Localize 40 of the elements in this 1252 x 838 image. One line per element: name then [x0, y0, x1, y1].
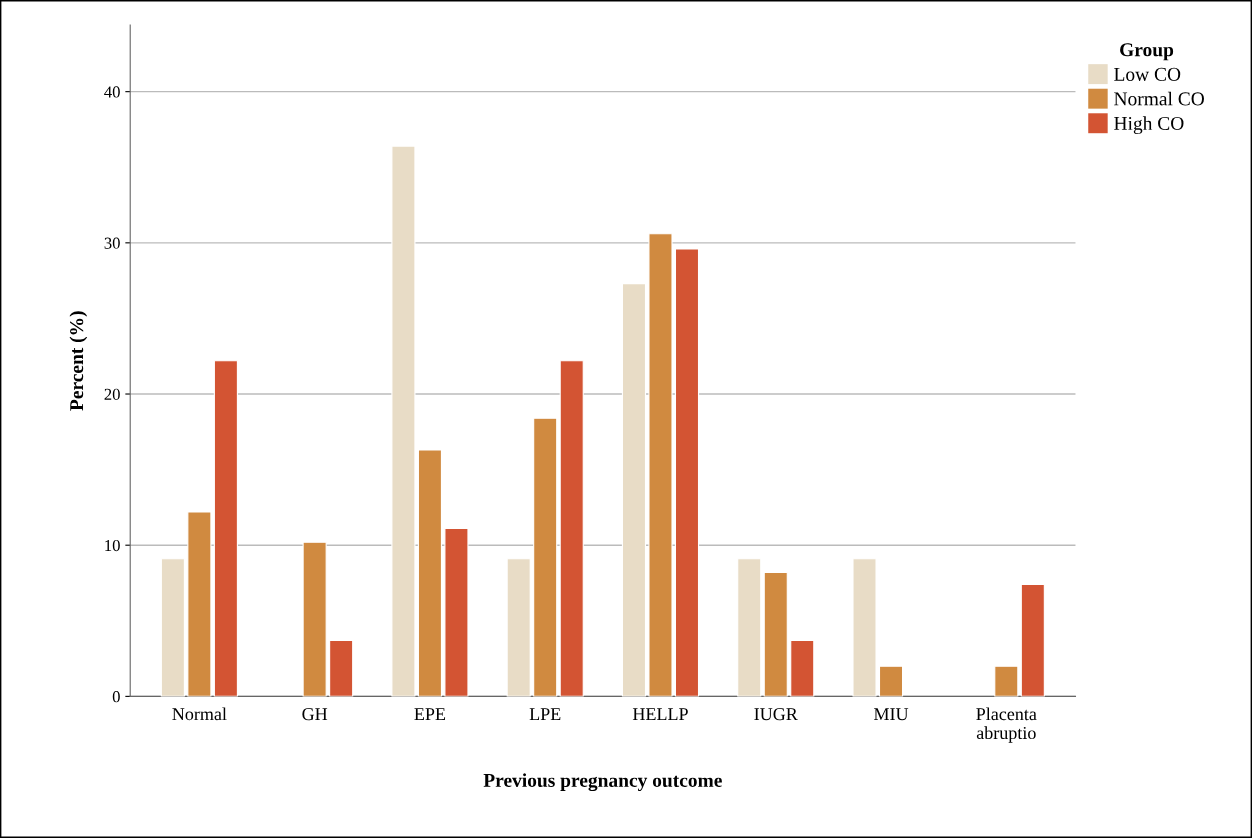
- x-tick-label: Placenta abruptio: [976, 707, 1037, 743]
- bar: [444, 528, 469, 697]
- legend-label: Low CO: [1114, 67, 1181, 81]
- y-tick-label: 0: [112, 691, 120, 703]
- bar: [1020, 583, 1045, 697]
- bar: [763, 571, 788, 697]
- x-tick-label: GH: [302, 708, 328, 721]
- x-tick-label: Normal: [172, 707, 227, 721]
- y-axis-title: Percent (%): [69, 311, 88, 411]
- bar: [878, 665, 904, 697]
- legend-title: Group: [1120, 43, 1174, 61]
- bar: [621, 283, 647, 697]
- x-axis-title: Previous pregnancy outcome: [483, 773, 722, 792]
- bar: [391, 145, 416, 697]
- bar: [329, 639, 354, 697]
- bar: [213, 360, 238, 697]
- x-tick-label: LPE: [529, 708, 561, 721]
- bar: [302, 541, 327, 697]
- bar: [790, 639, 815, 697]
- bar: [160, 558, 185, 697]
- bar: [648, 233, 673, 697]
- y-tick-label: 10: [105, 539, 120, 552]
- legend-label: High CO: [1114, 116, 1184, 134]
- x-tick-label: IUGR: [754, 708, 798, 721]
- bar: [994, 665, 1019, 697]
- bar: [187, 511, 212, 697]
- y-tick-label: 40: [104, 86, 120, 98]
- bar: [506, 558, 531, 697]
- bar: [417, 449, 443, 697]
- y-tick-label: 30: [104, 237, 120, 249]
- bar: [737, 558, 762, 697]
- bar: [533, 417, 558, 697]
- x-tick-label: HELLP: [632, 708, 688, 721]
- x-tick-label: EPE: [414, 708, 446, 721]
- y-tick-label: 20: [104, 388, 120, 400]
- bar: [674, 248, 700, 697]
- x-tick-label: MIU: [873, 708, 909, 721]
- bar: [559, 360, 584, 697]
- bar: [852, 558, 877, 697]
- legend-label: Normal CO: [1114, 91, 1204, 106]
